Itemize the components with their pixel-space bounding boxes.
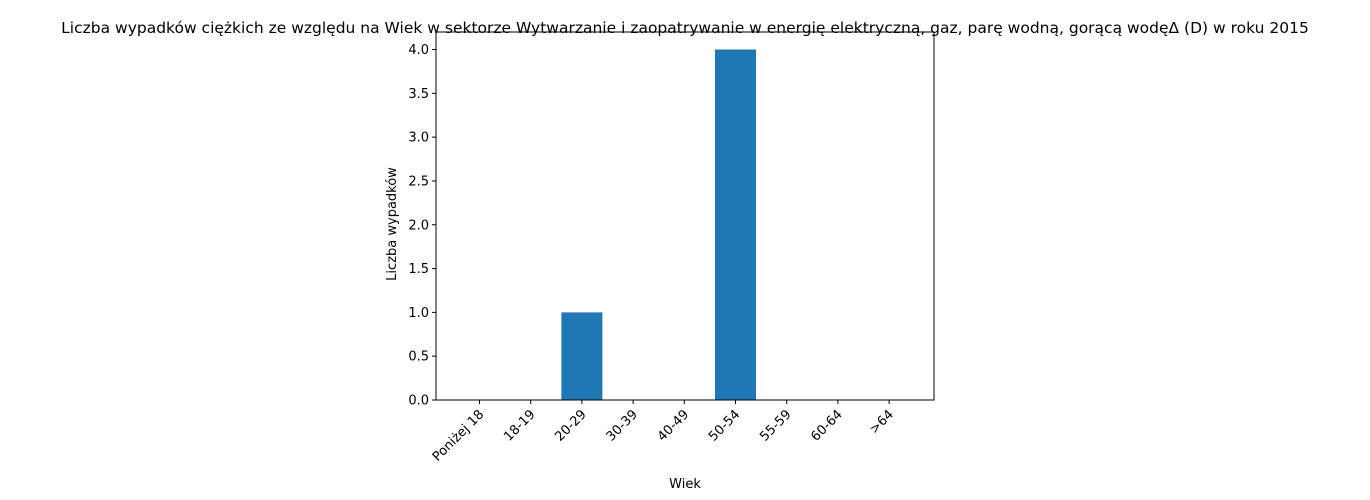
y-tick-label-5: 2.5 xyxy=(408,174,429,189)
y-tick-label-7: 3.5 xyxy=(408,87,429,102)
x-axis: Poniżej 18 18-19 20-29 30-39 40-49 50-54 55-59… xyxy=(430,400,897,465)
x-tick-label-3: 30-39 xyxy=(604,407,641,444)
plot-area xyxy=(435,31,935,401)
x-tick-label-1: 18-19 xyxy=(501,407,538,444)
x-tick-label-6: 55-59 xyxy=(757,407,794,444)
y-axis-label: Liczba wypadków xyxy=(385,167,400,281)
x-tick-label-8: >64 xyxy=(867,407,897,437)
bar-5 xyxy=(715,49,756,401)
x-tick-label-2: 20-29 xyxy=(552,407,589,444)
y-tick-label-2: 1.0 xyxy=(408,306,429,321)
plot-frame xyxy=(435,31,935,401)
y-axis: 0.0 0.5 1.0 1.5 2.0 2.5 3.0 3.5 4.0 xyxy=(408,43,436,409)
y-tick-label-6: 3.0 xyxy=(408,131,429,146)
chart-title: Liczba wypadków ciężkich ze względu na W… xyxy=(61,19,1309,37)
x-tick-label-4: 40-49 xyxy=(655,407,692,444)
x-axis-label: Wiek xyxy=(669,477,701,492)
x-tick-label-5: 50-54 xyxy=(706,407,743,444)
y-tick-label-4: 2.0 xyxy=(408,218,429,233)
y-tick-label-1: 0.5 xyxy=(408,350,429,365)
x-tick-label-7: 60-64 xyxy=(808,407,845,444)
bar-2 xyxy=(561,312,603,400)
y-tick-label-8: 4.0 xyxy=(408,43,429,58)
y-tick-label-0: 0.0 xyxy=(408,394,429,409)
x-tick-label-0: Poniżej 18 xyxy=(430,407,487,464)
y-tick-label-3: 1.5 xyxy=(408,262,429,277)
